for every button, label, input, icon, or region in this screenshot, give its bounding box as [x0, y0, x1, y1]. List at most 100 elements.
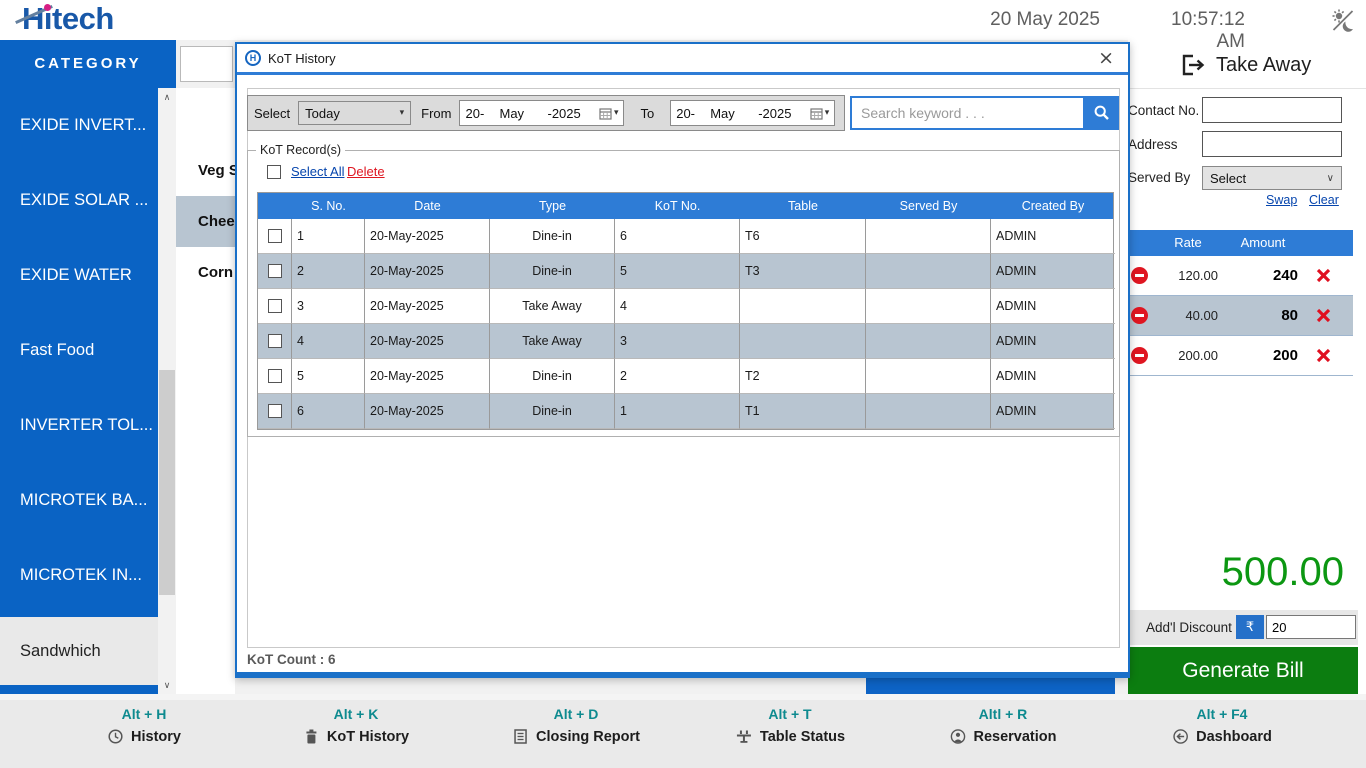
row-checkbox[interactable] [267, 229, 282, 243]
served-by-label: Served By [1128, 170, 1191, 185]
cell-kot-no: 1 [615, 394, 740, 429]
period-dropdown[interactable]: Today ▾ [298, 101, 412, 125]
from-date-picker[interactable]: 20- May -2025 ▾ [459, 100, 625, 126]
order-item-row[interactable]: 120.00 240 [1128, 256, 1353, 296]
search-box [850, 96, 1085, 130]
remove-item-icon[interactable] [1316, 308, 1331, 323]
order-item-row[interactable]: 200.00 200 [1128, 336, 1353, 376]
cell-type: Dine-in [490, 254, 615, 289]
cell-sno: 5 [292, 359, 365, 394]
theme-toggle-icon[interactable] [1330, 7, 1356, 33]
scrollbar-thumb[interactable] [159, 370, 175, 595]
cell-kot-no: 2 [615, 359, 740, 394]
dialog-title-bar: H KoT History × [237, 44, 1128, 72]
served-by-dropdown[interactable]: Select ∨ [1202, 166, 1342, 190]
menu-search-box[interactable] [180, 46, 233, 82]
category-sidebar: CATEGORY EXIDE INVERT... EXIDE SOLAR ...… [0, 40, 176, 694]
shortcut-label: History [131, 728, 181, 745]
shortcut-kot-history[interactable]: Alt + K KoT History [303, 706, 409, 745]
contact-input[interactable] [1202, 97, 1342, 123]
row-checkbox[interactable] [267, 404, 282, 418]
header-table: Table [788, 199, 818, 213]
row-checkbox[interactable] [267, 299, 282, 313]
remove-item-icon[interactable] [1316, 348, 1331, 363]
sidebar-item-sandwhich[interactable]: Sandwhich [0, 617, 158, 685]
calendar-icon[interactable]: ▾ [810, 107, 829, 120]
decrease-qty-icon[interactable] [1131, 307, 1148, 324]
shortcut-keys: Alt + K [333, 706, 379, 722]
shortcut-label: Reservation [973, 728, 1057, 745]
address-input[interactable] [1202, 131, 1342, 157]
divider [1128, 88, 1366, 89]
decrease-qty-icon[interactable] [1131, 267, 1148, 284]
scroll-down-icon[interactable]: ∨ [163, 679, 171, 690]
remove-item-icon[interactable] [1316, 268, 1331, 283]
shortcut-label: Closing Report [536, 728, 640, 745]
shortcut-table-status[interactable]: Alt + T Table Status [735, 706, 845, 745]
sidebar-item-microtek-in[interactable]: MICROTEK IN... [20, 566, 142, 584]
sidebar-item-inverter-tol[interactable]: INVERTER TOL... [20, 416, 153, 434]
clear-link[interactable]: Clear [1309, 193, 1339, 207]
cell-created-by: ADMIN [991, 219, 1115, 254]
calendar-icon[interactable]: ▾ [599, 107, 618, 120]
sidebar-scrollbar[interactable]: ∧ ∨ [158, 88, 176, 694]
shortcut-label: Table Status [759, 728, 846, 745]
item-rate: 40.00 [1185, 308, 1218, 323]
shortcut-label: KoT History [326, 728, 410, 745]
row-checkbox[interactable] [267, 369, 282, 383]
table-row[interactable]: 6 20-May-2025 Dine-in 1 T1 ADMIN [258, 394, 1115, 429]
search-button[interactable] [1085, 96, 1119, 130]
row-checkbox[interactable] [267, 264, 282, 278]
cell-date: 20-May-2025 [365, 289, 490, 324]
rupee-icon[interactable]: ₹ [1236, 615, 1264, 639]
table-row[interactable]: 2 20-May-2025 Dine-in 5 T3 ADMIN [258, 254, 1115, 289]
back-arrow-icon [1173, 729, 1188, 744]
sidebar-item-exide-solar[interactable]: EXIDE SOLAR ... [20, 191, 149, 209]
sidebar-item-fast-food[interactable]: Fast Food [20, 341, 95, 359]
delete-link[interactable]: Delete [347, 164, 385, 179]
header-amount: Amount [1240, 235, 1286, 250]
table-row[interactable]: 1 20-May-2025 Dine-in 6 T6 ADMIN [258, 219, 1115, 254]
shortcut-keys: Alt + T [768, 706, 812, 722]
cell-kot-no: 5 [615, 254, 740, 289]
to-date-picker[interactable]: 20- May -2025 ▾ [670, 100, 836, 126]
select-all-link[interactable]: Select All [291, 164, 345, 179]
search-input[interactable] [852, 98, 1083, 128]
discount-bar: Add'l Discount ₹ [1128, 610, 1358, 645]
table-row[interactable]: 4 20-May-2025 Take Away 3 ADMIN [258, 324, 1115, 359]
sidebar-item-microtek-ba[interactable]: MICROTEK BA... [20, 491, 148, 509]
swap-link[interactable]: Swap [1266, 193, 1298, 207]
shortcut-history[interactable]: Alt + H History [107, 706, 181, 745]
table-row[interactable]: 5 20-May-2025 Dine-in 2 T2 ADMIN [258, 359, 1115, 394]
to-year: -2025 [758, 105, 792, 121]
scroll-up-icon[interactable]: ∧ [163, 91, 171, 102]
header-checkbox-col [258, 193, 292, 219]
close-icon[interactable]: × [1098, 46, 1114, 69]
to-month: May [710, 105, 735, 121]
category-list: EXIDE INVERT... EXIDE SOLAR ... EXIDE WA… [0, 88, 158, 694]
cell-date: 20-May-2025 [365, 254, 490, 289]
table-row[interactable]: 3 20-May-2025 Take Away 4 ADMIN [258, 289, 1115, 324]
header-date: Date [414, 199, 441, 213]
discount-input[interactable] [1266, 615, 1356, 639]
generate-bill-button[interactable]: Generate Bill [1128, 647, 1358, 694]
decrease-qty-icon[interactable] [1131, 347, 1148, 364]
sidebar-item-exide-inverter[interactable]: EXIDE INVERT... [20, 116, 147, 134]
shortcut-dashboard[interactable]: Alt + F4 Dashboard [1172, 706, 1272, 745]
shortcut-reservation[interactable]: Altl + R Reservation [949, 706, 1057, 745]
header-rate: Rate [1174, 235, 1202, 250]
header-kot-no: KoT No. [654, 199, 701, 213]
order-item-row[interactable]: 40.00 80 [1128, 296, 1353, 336]
row-checkbox[interactable] [267, 334, 282, 348]
from-year: -2025 [547, 105, 581, 121]
kot-history-dialog: H KoT History × Select Today ▾ From 20- … [235, 42, 1130, 678]
item-rate: 200.00 [1178, 348, 1218, 363]
sidebar-item-exide-water[interactable]: EXIDE WATER [20, 266, 132, 284]
item-amount: 240 [1272, 267, 1298, 284]
from-day: 20- [465, 105, 485, 121]
select-all-checkbox[interactable] [267, 165, 281, 179]
kot-bin-icon [306, 729, 317, 744]
shortcut-closing-report[interactable]: Alt + D Closing Report [512, 706, 640, 745]
cell-table: T1 [740, 394, 866, 429]
obscured-action-button[interactable] [866, 678, 1115, 695]
